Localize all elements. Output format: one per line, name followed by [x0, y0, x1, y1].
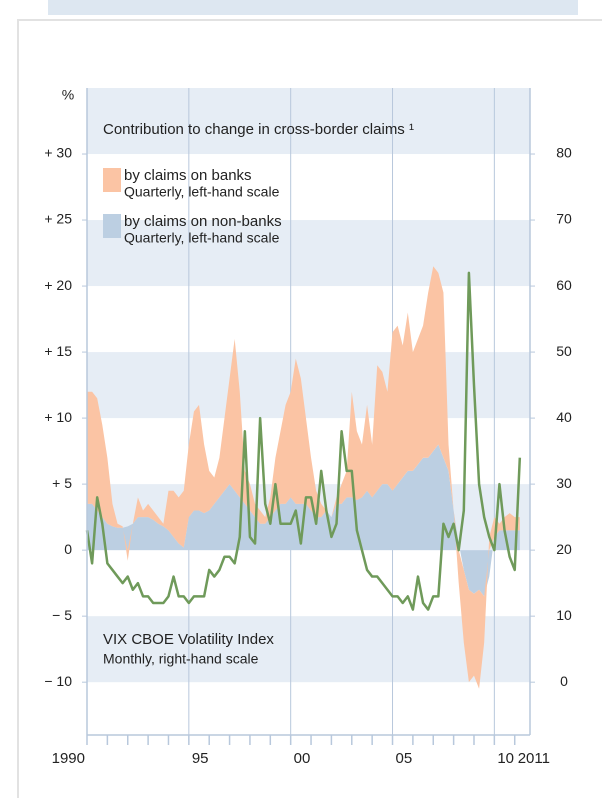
- y2-tick-label: 0: [560, 673, 568, 689]
- legend-note: Quarterly, left-hand scale: [124, 230, 280, 246]
- legend-label: VIX CBOE Volatility Index: [103, 631, 274, 648]
- x-tick-label: 00: [294, 750, 311, 767]
- area: [87, 266, 520, 689]
- y-tick-label: + 5: [52, 475, 72, 491]
- legend-label: by claims on banks: [124, 167, 252, 184]
- band: [87, 88, 530, 155]
- x-tick-label: 2011: [518, 750, 550, 767]
- y2-tick-label: 10: [556, 607, 572, 623]
- band: [87, 220, 530, 287]
- y2-tick-label: 30: [556, 475, 572, 491]
- y-unit: %: [62, 87, 74, 103]
- y2-tick-label: 60: [556, 277, 572, 293]
- frame: [17, 19, 602, 798]
- x-tick-label: 10: [497, 750, 514, 767]
- band: [87, 616, 530, 683]
- legend-note: Quarterly, left-hand scale: [124, 184, 280, 200]
- header-bar: [48, 0, 578, 15]
- legend-swatch: [103, 168, 121, 192]
- legend-swatch: [103, 214, 121, 238]
- y2-tick-label: 70: [556, 211, 572, 227]
- y-tick-label: − 5: [52, 607, 72, 623]
- chart-title: Contribution to change in cross-border c…: [103, 121, 414, 138]
- legend-note: Monthly, right-hand scale: [103, 651, 259, 667]
- x-tick-label: 05: [396, 750, 413, 767]
- y-tick-label: − 10: [44, 673, 72, 689]
- y-tick-label: + 25: [44, 211, 72, 227]
- y-tick-label: + 20: [44, 277, 72, 293]
- y-tick-label: + 30: [44, 145, 72, 161]
- y2-tick-label: 80: [556, 145, 572, 161]
- band: [87, 352, 530, 419]
- y2-tick-label: 40: [556, 409, 572, 425]
- legend-label: by claims on non-banks: [124, 213, 282, 230]
- y2-tick-label: 50: [556, 343, 572, 359]
- y-tick-label: + 10: [44, 409, 72, 425]
- x-tick-label: 1990: [52, 750, 85, 767]
- y-tick-label: + 15: [44, 343, 72, 359]
- y-tick-label: 0: [64, 541, 72, 557]
- x-tick-label: 95: [192, 750, 209, 767]
- y2-tick-label: 20: [556, 541, 572, 557]
- vix-line: [85, 271, 522, 611]
